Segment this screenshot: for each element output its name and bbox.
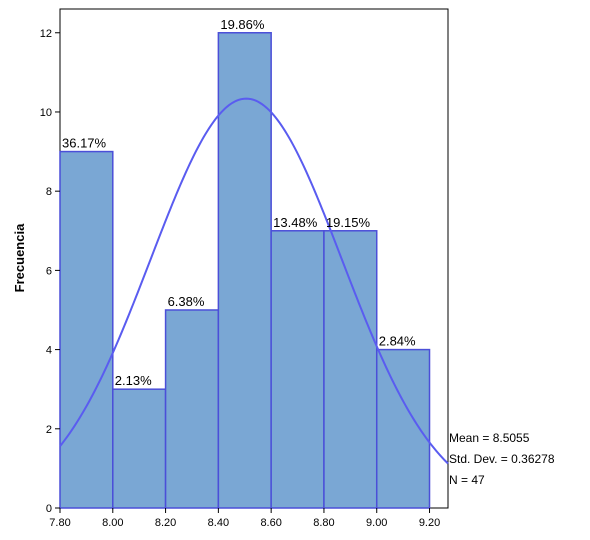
bar-percent-label: 19.86% [220, 17, 265, 32]
y-tick-label: 4 [46, 345, 52, 357]
stat-mean: Mean = 8.5055 [449, 431, 530, 445]
y-axis-title: Frecuencia [12, 223, 27, 292]
x-tick-label: 8.60 [260, 517, 281, 529]
stat-std-dev: Std. Dev. = 0.36278 [449, 452, 555, 466]
bar-percent-label: 36.17% [62, 136, 107, 151]
bar-percent-label: 19.15% [326, 215, 371, 230]
bar-percent-label: 13.48% [273, 215, 318, 230]
y-tick-label: 8 [46, 186, 52, 198]
x-tick-label: 7.80 [49, 517, 70, 529]
y-tick-label: 0 [46, 503, 52, 515]
x-tick-label: 9.20 [419, 517, 440, 529]
x-tick-label: 8.80 [313, 517, 334, 529]
x-tick-label: 8.40 [208, 517, 229, 529]
bar-labels-layer: 36.17% 2.13% 6.38% 19.86% 13.48% 19.15% 2.84% [62, 17, 416, 388]
histogram-bar [270, 230, 325, 509]
stat-n: N = 47 [449, 473, 485, 487]
y-tick-label: 2 [46, 424, 52, 436]
histogram-bar [164, 309, 220, 509]
bar-percent-label: 6.38% [168, 294, 205, 309]
bar-percent-label: 2.84% [379, 334, 416, 349]
x-tick-label: 9.00 [366, 517, 387, 529]
histogram-bar [323, 230, 378, 509]
y-tick-label: 6 [46, 265, 52, 277]
normal-curve [59, 97, 449, 465]
histogram-bar [112, 388, 167, 509]
histogram-bar [59, 150, 114, 509]
x-tick-label: 8.00 [102, 517, 123, 529]
x-tick-label: 8.20 [155, 517, 176, 529]
histogram-bar [375, 348, 431, 509]
bars-layer [59, 32, 431, 509]
x-axis: 7.80 8.00 8.20 8.40 8.60 8.80 9.00 9.20 [49, 508, 440, 529]
bar-percent-label: 2.13% [115, 373, 152, 388]
histogram-bar [217, 32, 272, 509]
y-tick-label: 12 [40, 28, 52, 40]
y-axis: 0 2 4 6 8 10 12 [40, 28, 60, 515]
y-tick-label: 10 [40, 107, 52, 119]
